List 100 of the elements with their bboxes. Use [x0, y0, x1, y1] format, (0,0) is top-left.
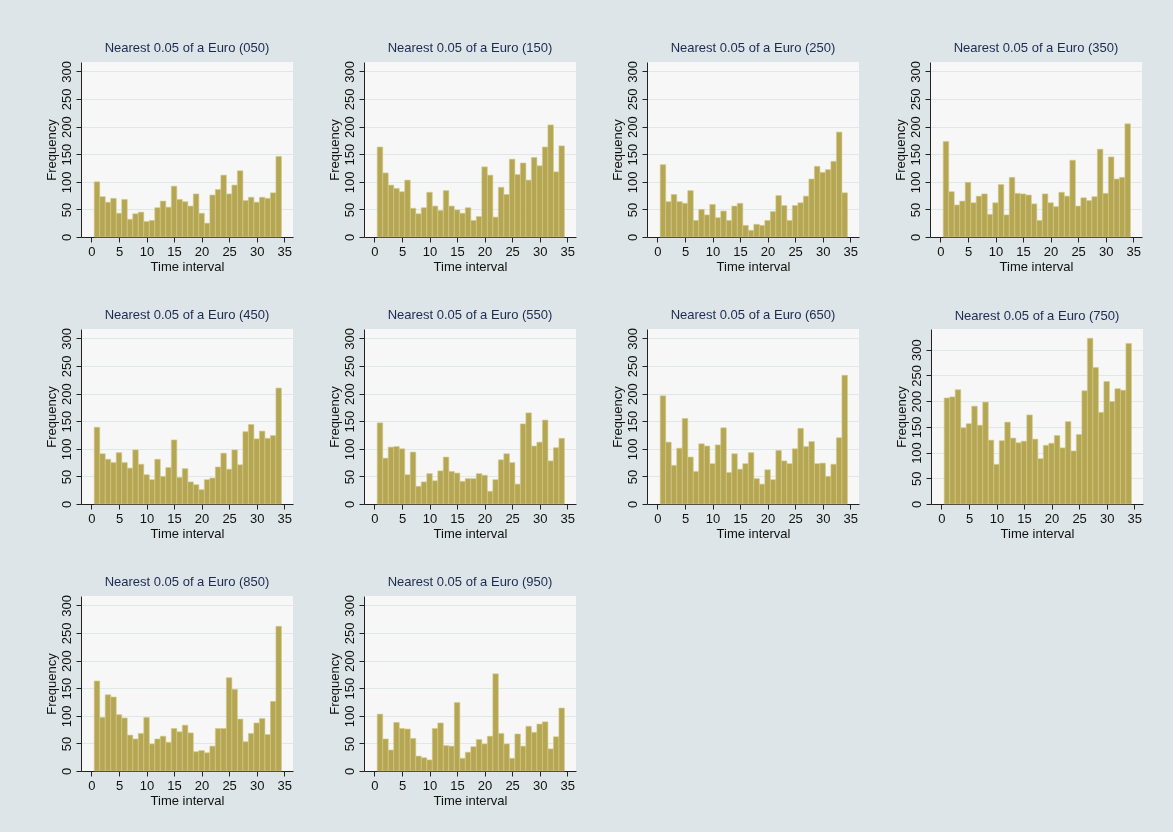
y-tick-label: 200 — [58, 650, 74, 672]
x-tick-label: 0 — [88, 510, 96, 526]
x-tick-label: 25 — [505, 777, 520, 793]
x-tick-label: 5 — [115, 243, 124, 259]
x-tick-label: 20 — [194, 243, 210, 259]
y-tick-label: 150 — [908, 416, 924, 439]
y-tick-label: 250 — [908, 364, 924, 387]
y-tick-label: 100 — [624, 438, 640, 461]
y-tick-label: 200 — [341, 650, 357, 672]
x-tick-label: 25 — [788, 510, 803, 526]
x-tick-label: 35 — [277, 777, 292, 793]
y-tick-label: 150 — [624, 143, 640, 166]
y-tick-label: 100 — [341, 705, 357, 728]
y-tick-label: 0 — [58, 767, 74, 776]
x-tick-label: 20 — [760, 243, 776, 259]
x-tick-label: 10 — [139, 510, 155, 526]
x-tick-label: 30 — [249, 243, 265, 259]
x-axis-title: Time interval — [150, 525, 225, 541]
y-tick-label: 150 — [341, 410, 357, 433]
x-tick-label: 25 — [505, 243, 520, 259]
x-tick-label: 15 — [1017, 510, 1032, 526]
y-tick-label: 300 — [58, 595, 74, 617]
x-tick-label: 35 — [560, 777, 575, 793]
y-tick-label: 200 — [908, 390, 924, 413]
x-tick-label: 10 — [705, 243, 721, 259]
x-tick-label: 30 — [249, 510, 265, 526]
chart-title: Nearest 0.05 of a Euro (250) — [670, 39, 836, 55]
x-tick-label: 30 — [532, 510, 548, 526]
x-tick-label: 15 — [733, 510, 748, 526]
y-tick-label: 300 — [341, 328, 357, 350]
y-tick-label: 150 — [58, 410, 74, 433]
x-axis-title: Time interval — [150, 792, 225, 808]
x-tick-label: 35 — [560, 510, 575, 526]
chart-title: Nearest 0.05 of a Euro (550) — [387, 306, 553, 322]
x-tick-label: 20 — [1043, 243, 1059, 259]
chart-title: Nearest 0.05 of a Euro (350) — [953, 39, 1119, 55]
y-tick-label: 150 — [341, 677, 357, 700]
y-axis-title: Frequency — [609, 385, 625, 448]
y-tick-label: 50 — [341, 736, 357, 752]
x-tick-label: 0 — [654, 510, 662, 526]
x-tick-label: 20 — [760, 510, 776, 526]
y-tick-label: 0 — [341, 500, 357, 509]
x-tick-label: 15 — [1016, 243, 1031, 259]
x-tick-label: 20 — [194, 510, 210, 526]
y-tick-label: 300 — [908, 339, 924, 361]
x-tick-label: 5 — [681, 510, 690, 526]
y-tick-label: 100 — [58, 705, 74, 728]
y-tick-label: 50 — [624, 469, 640, 485]
x-tick-label: 25 — [222, 777, 237, 793]
y-tick-label: 250 — [341, 355, 357, 378]
y-tick-label: 250 — [341, 622, 357, 645]
y-tick-label: 0 — [624, 500, 640, 509]
x-tick-label: 35 — [843, 243, 858, 259]
x-tick-label: 10 — [988, 243, 1004, 259]
chart-title: Nearest 0.05 of a Euro (050) — [104, 39, 270, 55]
y-tick-label: 0 — [341, 767, 357, 776]
y-tick-label: 100 — [907, 171, 923, 194]
x-axis-title: Time interval — [433, 258, 508, 274]
y-tick-label: 250 — [624, 355, 640, 378]
y-tick-label: 250 — [58, 88, 74, 111]
y-tick-label: 150 — [58, 677, 74, 700]
y-tick-label: 200 — [624, 383, 640, 405]
y-axis-title: Frequency — [326, 118, 342, 181]
x-tick-label: 30 — [815, 243, 831, 259]
y-axis-title: Frequency — [326, 385, 342, 448]
x-tick-label: 25 — [222, 510, 237, 526]
x-tick-label: 10 — [139, 777, 155, 793]
y-tick-label: 100 — [341, 171, 357, 194]
x-tick-label: 20 — [477, 243, 493, 259]
y-tick-label: 150 — [341, 143, 357, 166]
y-axis-title: Frequency — [43, 118, 59, 181]
x-tick-label: 15 — [450, 510, 465, 526]
x-tick-label: 30 — [1098, 243, 1114, 259]
chart-title: Nearest 0.05 of a Euro (750) — [954, 308, 1120, 323]
y-axis-title: Frequency — [893, 385, 909, 448]
x-tick-label: 5 — [681, 243, 690, 259]
chart-title: Nearest 0.05 of a Euro (650) — [670, 306, 836, 322]
y-tick-label: 50 — [58, 736, 74, 752]
y-tick-label: 100 — [624, 171, 640, 194]
y-tick-label: 300 — [341, 61, 357, 83]
x-axis-title: Time interval — [716, 525, 791, 541]
x-tick-label: 5 — [115, 510, 124, 526]
y-axis-title: Frequency — [609, 118, 625, 181]
x-axis-title: Time interval — [1000, 525, 1075, 541]
x-tick-label: 10 — [989, 510, 1005, 526]
y-tick-label: 200 — [58, 383, 74, 405]
y-tick-label: 200 — [624, 116, 640, 138]
y-tick-label: 50 — [908, 471, 924, 486]
x-tick-label: 15 — [167, 243, 182, 259]
y-tick-label: 100 — [908, 442, 924, 464]
y-tick-label: 250 — [907, 88, 923, 111]
x-tick-label: 25 — [505, 510, 520, 526]
x-axis-title: Time interval — [716, 258, 791, 274]
y-tick-label: 300 — [341, 595, 357, 617]
y-tick-label: 300 — [624, 328, 640, 350]
y-tick-label: 0 — [624, 233, 640, 242]
x-tick-label: 20 — [194, 777, 210, 793]
chart-title: Nearest 0.05 of a Euro (150) — [387, 39, 553, 55]
y-tick-label: 0 — [908, 500, 924, 509]
y-tick-label: 50 — [624, 202, 640, 218]
